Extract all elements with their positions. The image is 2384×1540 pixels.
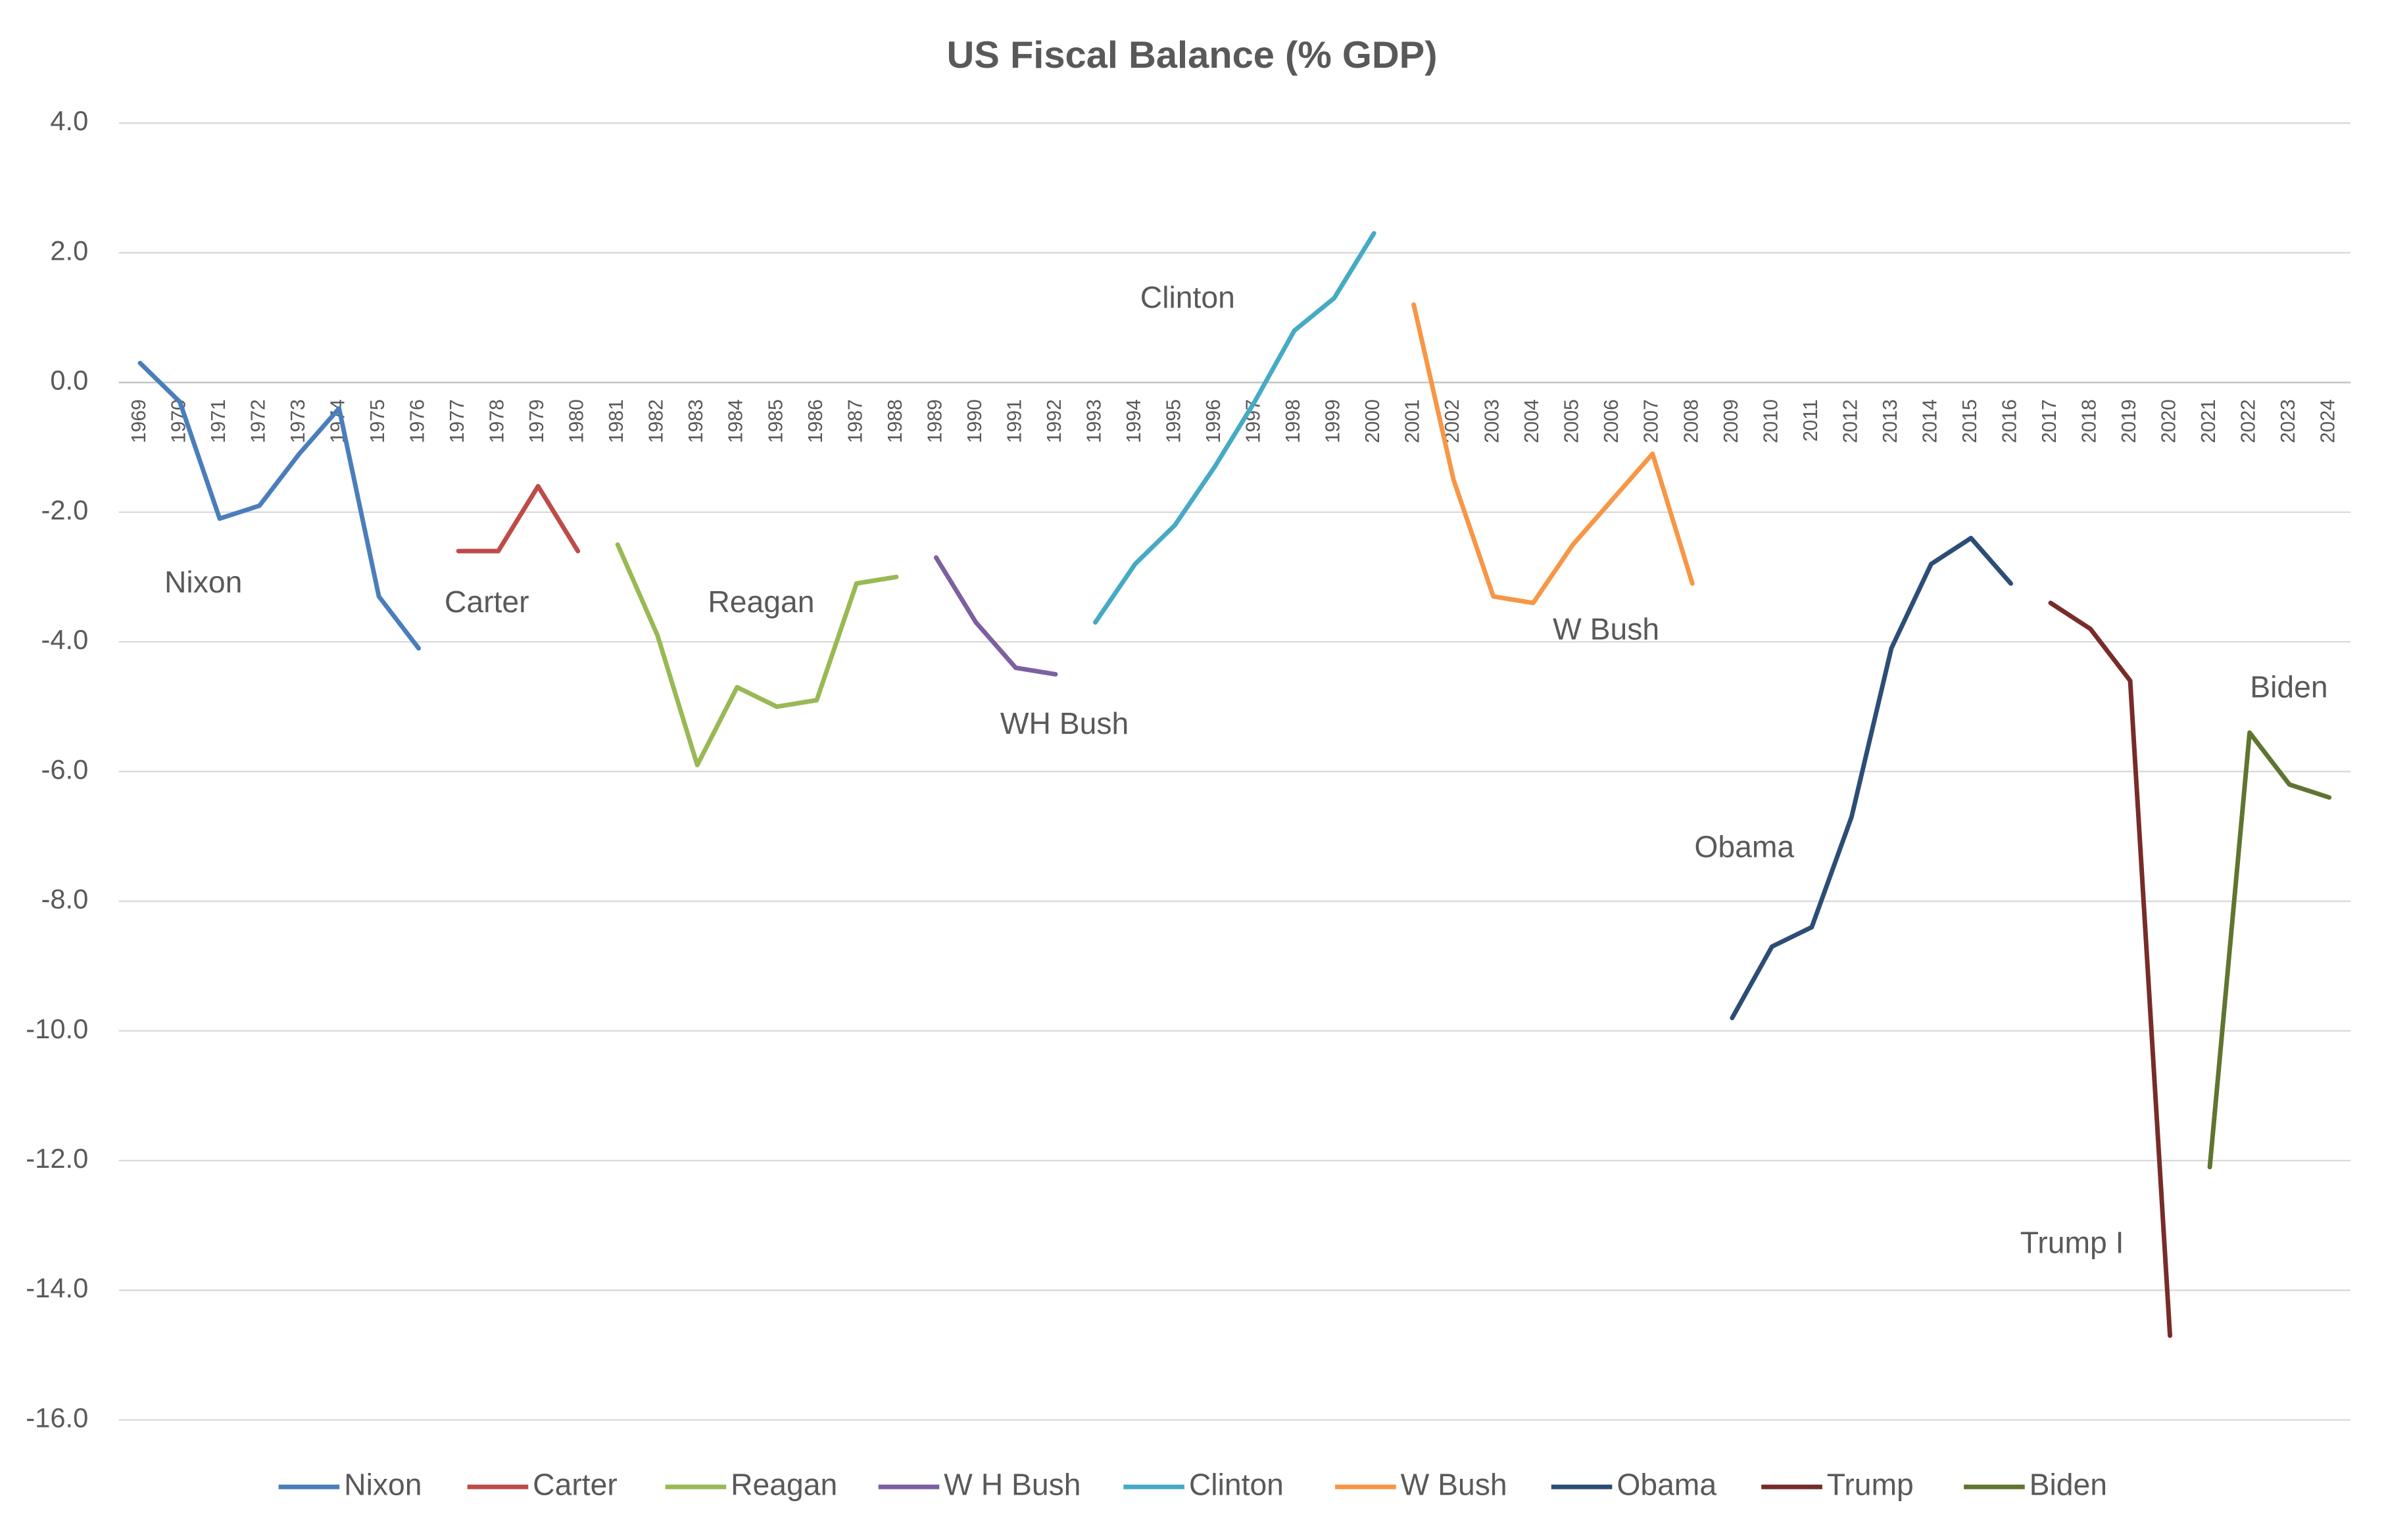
x-tick-label: 2023: [2277, 399, 2299, 443]
x-tick-label: 1973: [287, 399, 309, 443]
x-tick-label: 1990: [964, 399, 986, 443]
legend-label: Trump: [1827, 1468, 1914, 1502]
x-tick-label: 1979: [526, 399, 548, 443]
x-tick-label: 2015: [1959, 399, 1981, 443]
x-tick-label: 1981: [606, 399, 627, 443]
x-tick-label: 2024: [2318, 399, 2339, 443]
x-tick-label: 2009: [1720, 399, 1742, 443]
x-tick-label: 2012: [1839, 399, 1861, 443]
x-tick-label: 2005: [1561, 399, 1583, 443]
x-tick-label: 2008: [1680, 399, 1702, 443]
legend-label: Obama: [1617, 1468, 1716, 1502]
x-tick-label: 2019: [2118, 399, 2140, 443]
x-tick-label: 1980: [566, 399, 588, 443]
series-line: [1730, 535, 2013, 1021]
annotation: Obama: [1694, 830, 1794, 864]
x-tick-label: 2010: [1760, 399, 1782, 443]
chart-title: US Fiscal Balance (% GDP): [947, 34, 1438, 76]
x-tick-label: 2000: [1362, 399, 1384, 443]
y-tick-label: -6.0: [41, 754, 88, 784]
x-tick-label: 1991: [1004, 399, 1025, 443]
annotation: Carter: [445, 585, 529, 619]
y-tick-label: -2.0: [41, 494, 88, 525]
x-tick-label: 2003: [1482, 399, 1503, 443]
x-tick-label: 1984: [725, 399, 747, 443]
x-tick-label: 1988: [885, 399, 906, 443]
x-tick-label: 1994: [1123, 399, 1145, 443]
x-tick-label: 1996: [1203, 399, 1225, 443]
x-tick-label: 2022: [2238, 399, 2260, 443]
x-tick-label: 2014: [1919, 399, 1941, 443]
legend-label: Biden: [2030, 1468, 2107, 1502]
x-tick-label: 1989: [924, 399, 946, 443]
x-tick-label: 2004: [1521, 399, 1543, 443]
x-tick-label: 1976: [407, 399, 429, 443]
series-line: [1411, 302, 1695, 606]
x-tick-label: 1993: [1083, 399, 1105, 443]
x-tick-label: 2011: [1800, 399, 1822, 442]
legend-label: Clinton: [1189, 1468, 1284, 1502]
annotation: W Bush: [1553, 612, 1659, 646]
x-tick-label: 2013: [1880, 399, 1901, 443]
annotation: Clinton: [1140, 280, 1235, 314]
x-tick-label: 1983: [685, 399, 707, 443]
series-line: [137, 360, 422, 651]
x-tick-label: 1975: [367, 399, 389, 443]
y-tick-label: -10.0: [26, 1013, 88, 1044]
x-tick-label: 2021: [2198, 399, 2220, 443]
x-tick-label: 2020: [2158, 399, 2180, 443]
annotation: Trump I: [2020, 1225, 2124, 1259]
x-tick-label: 1982: [646, 399, 668, 443]
legend-label: W Bush: [1401, 1468, 1507, 1502]
y-tick-label: -8.0: [41, 884, 88, 915]
x-tick-label: 2001: [1402, 399, 1424, 443]
y-tick-label: -14.0: [26, 1272, 88, 1303]
annotation: WH Bush: [1000, 706, 1129, 740]
x-tick-label: 1969: [128, 399, 150, 443]
x-tick-label: 1992: [1044, 399, 1065, 443]
annotation: Reagan: [708, 585, 814, 619]
legend-label: W H Bush: [944, 1468, 1081, 1502]
x-tick-label: 1998: [1282, 399, 1304, 443]
x-tick-label: 1971: [208, 399, 230, 443]
legend-label: Carter: [533, 1468, 618, 1502]
x-tick-label: 1985: [765, 399, 787, 443]
legend-label: Reagan: [731, 1468, 837, 1502]
x-tick-label: 2016: [1999, 399, 2020, 443]
series-line: [456, 483, 581, 554]
x-tick-label: 1995: [1163, 399, 1184, 443]
y-tick-label: 2.0: [50, 235, 88, 266]
x-tick-label: 2006: [1601, 399, 1622, 443]
x-tick-label: 1972: [247, 399, 269, 443]
series-line: [615, 542, 899, 767]
y-tick-label: -4.0: [41, 624, 88, 655]
x-tick-label: 1977: [447, 399, 468, 443]
x-tick-label: 2007: [1641, 399, 1663, 443]
x-tick-label: 1978: [487, 399, 508, 443]
y-tick-label: 4.0: [50, 105, 88, 136]
x-tick-label: 1987: [844, 399, 866, 443]
y-tick-label: -12.0: [26, 1143, 88, 1174]
y-tick-label: 0.0: [50, 365, 88, 396]
y-tick-label: -16.0: [26, 1402, 88, 1433]
x-tick-label: 1999: [1323, 399, 1344, 443]
annotation: Biden: [2250, 670, 2327, 704]
series-line: [933, 555, 1058, 677]
legend-label: Nixon: [344, 1468, 422, 1502]
annotation: Nixon: [164, 565, 242, 599]
x-tick-label: 1986: [805, 399, 827, 443]
x-tick-label: 2017: [2039, 399, 2060, 443]
series-line: [1093, 231, 1376, 625]
series-line: [2207, 730, 2332, 1170]
x-tick-label: 2018: [2078, 399, 2100, 443]
series-line: [2048, 600, 2173, 1338]
